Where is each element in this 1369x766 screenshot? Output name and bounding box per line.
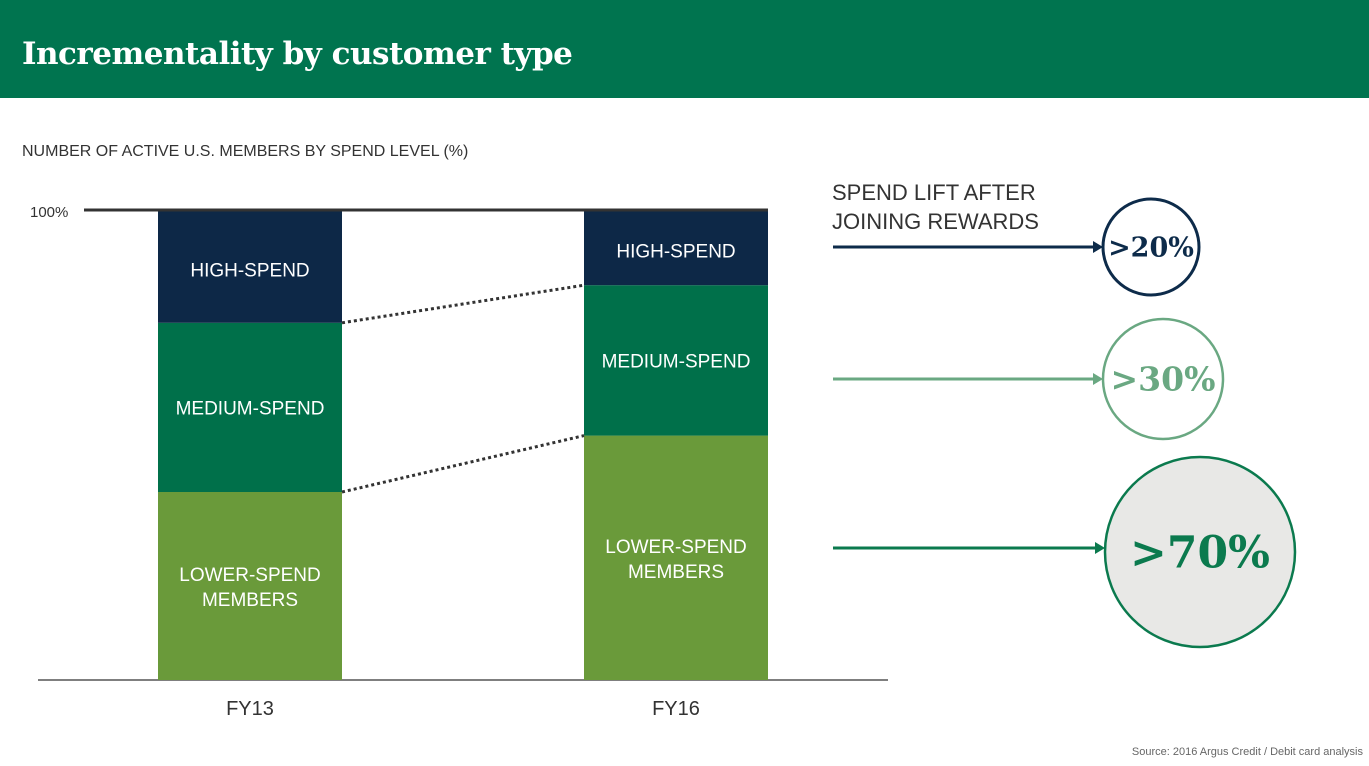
lift-value-lower: >70% [1130, 527, 1270, 578]
header-bar: Incrementality by customer type [0, 0, 1369, 98]
segment-label: HIGH-SPEND [190, 260, 309, 281]
segment-label: MEDIUM-SPEND [602, 351, 751, 372]
source-note: Source: 2016 Argus Credit / Debit card a… [1131, 746, 1363, 758]
segment-label: MEDIUM-SPEND [176, 398, 325, 419]
lift-circle-lower [1103, 455, 1297, 649]
bar-high-fy13 [158, 210, 342, 323]
bar-medium-fy16 [584, 285, 768, 436]
lift-heading: SPEND LIFT AFTER JOINING REWARDS [832, 178, 1039, 236]
lift-heading-line2: JOINING REWARDS [832, 209, 1039, 234]
lift-circle-medium [1101, 317, 1225, 441]
arrowhead-icon [1095, 542, 1105, 554]
arrowhead-icon [1093, 373, 1103, 385]
lift-value-medium: >30% [1111, 360, 1216, 399]
chart-title: NUMBER OF ACTIVE U.S. MEMBERS BY SPEND L… [22, 143, 469, 160]
segment-label: LOWER-SPEND MEMBERS [605, 537, 746, 583]
y-tick-label: 100% [30, 204, 68, 221]
bar-medium-fy13 [158, 322, 342, 492]
bar-high-fy16 [584, 210, 768, 286]
connector-line [341, 283, 585, 325]
connector-line [341, 434, 585, 494]
lift-value-high: >20% [1108, 232, 1194, 263]
page-title: Incrementality by customer type [22, 36, 573, 72]
lift-circle-high [1101, 197, 1201, 297]
lift-heading-line1: SPEND LIFT AFTER [832, 180, 1036, 205]
bar-lower-fy16 [584, 435, 768, 680]
arrowhead-icon [1093, 241, 1103, 253]
segment-label: HIGH-SPEND [616, 242, 735, 263]
segment-label: LOWER-SPEND MEMBERS [179, 565, 320, 611]
bar-lower-fy13 [158, 492, 342, 680]
x-tick-label: FY13 [226, 698, 274, 720]
x-tick-label: FY16 [652, 698, 700, 720]
